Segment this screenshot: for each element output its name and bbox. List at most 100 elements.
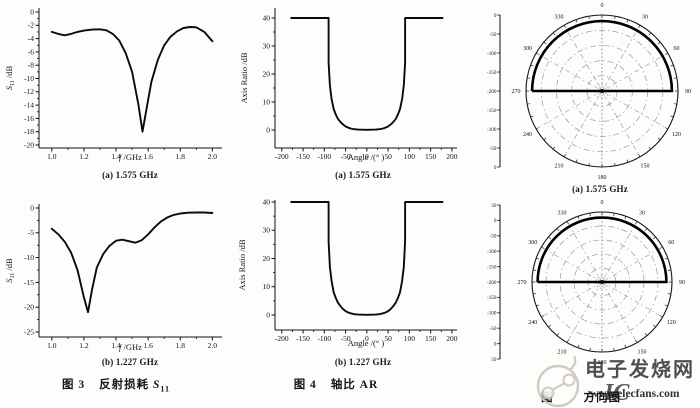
- y-tick-label: -15: [24, 278, 34, 287]
- x-tick-label: 200: [446, 152, 458, 161]
- angle-tick-label: 120: [672, 132, 681, 138]
- angle-tick-label: 150: [638, 349, 647, 355]
- y-tick-label: 0: [30, 203, 34, 212]
- plot-line: [290, 201, 444, 316]
- y-tick-label: 40: [263, 197, 271, 206]
- pattern-center-dot: [600, 280, 604, 284]
- radial-tick-label: -50: [490, 146, 497, 152]
- x-axis-label: f /GHz: [119, 152, 142, 162]
- x-tick-label: -50: [341, 334, 351, 343]
- radial-tick-label: -200: [487, 280, 497, 286]
- radial-tick-label: -150: [487, 264, 497, 270]
- radial-tick-label: 50: [491, 203, 497, 209]
- x-tick-label: 1.2: [79, 152, 89, 161]
- radiation-pattern: [530, 19, 674, 93]
- y-tick-label: -20: [24, 303, 34, 312]
- radial-tick-label: -100: [487, 249, 497, 255]
- figure3-symbol: S: [153, 379, 161, 391]
- x-tick-label: 100: [404, 334, 416, 343]
- angle-tick-label: 180: [598, 360, 607, 366]
- polar-grid: 0 30 60 90 120 150 180 210 240 270 300 330: [512, 3, 692, 181]
- radial-tick-label: -100: [487, 127, 497, 133]
- angle-tick-label: 0: [601, 200, 604, 206]
- y-tick-label: 30: [263, 41, 271, 50]
- angle-tick-label: 240: [528, 320, 537, 326]
- radial-tick-label: -100: [487, 51, 497, 57]
- figure3-subscript: 11: [160, 384, 170, 394]
- caption-s11-b: (b) 1.227 GHz: [101, 357, 159, 367]
- y-tick-label: -18: [24, 127, 34, 136]
- radial-tick-label: 0: [494, 165, 497, 171]
- x-tick-label: 2.0: [208, 152, 218, 161]
- y-tick-label: -20: [24, 140, 34, 149]
- x-tick-label: 50: [384, 334, 392, 343]
- y-tick-label: 20: [263, 69, 271, 78]
- x-tick-label: -150: [296, 152, 310, 161]
- x-tick-label: -50: [341, 152, 351, 161]
- radial-tick-label: -200: [487, 89, 497, 95]
- caption-s11-a: (a) 1.575 GHz: [102, 170, 158, 180]
- plot-line: [50, 26, 214, 133]
- y-tick-label: 10: [263, 97, 271, 106]
- x-tick-label: 1.8: [176, 341, 186, 350]
- x-tick-label: 0: [365, 152, 369, 161]
- x-tick-label: -100: [317, 152, 331, 161]
- y-tick-label: 0: [266, 310, 270, 319]
- polar-grid: 0 30 60 90 120 150 180 210 240 270 300 330: [518, 200, 686, 366]
- angle-tick-label: 90: [685, 89, 691, 95]
- angle-tick-label: 0: [601, 3, 604, 9]
- x-tick-label: 1.6: [143, 341, 153, 350]
- figure5-number: 图: [541, 392, 554, 404]
- y-tick-label: -10: [24, 74, 34, 83]
- radiation-pattern: [536, 216, 668, 284]
- angle-tick-label: 90: [679, 280, 685, 286]
- x-tick-label: 2.0: [208, 341, 218, 350]
- chart-s11-1575ghz: 0 -2 -4 -6 -8 -10 -12 -14 -16 -18 -20 1.0 1.2 1.4 1.6 1…: [4, 7, 222, 162]
- figure3-caption: 图 3 反射损耗 S11: [16, 376, 216, 393]
- radial-tick-label: -100: [487, 311, 497, 317]
- plot-line: [290, 17, 444, 131]
- x-tick-label: 1.4: [111, 341, 121, 350]
- x-tick-label: 1.2: [79, 341, 89, 350]
- y-tick-label: -14: [24, 101, 34, 110]
- y-axis-label: S11 /dB: [4, 258, 16, 283]
- y-tick-label: -2: [28, 21, 34, 30]
- x-tick-label: 150: [425, 152, 437, 161]
- y-tick-label: -5: [28, 228, 34, 237]
- axes: 0 -5 -10 -15 -20 -25 1.0 1.2 1.4 1.6 1.8 2.0 f /GHz S…: [4, 203, 222, 352]
- x-tick-label: -100: [317, 334, 331, 343]
- x-axis-label: f /GHz: [119, 342, 142, 352]
- radial-tick-label: 0: [494, 13, 497, 19]
- figure4-text: 轴比 AR: [330, 379, 379, 391]
- y-axis-label: Axis Ratio /dB: [237, 239, 247, 290]
- angle-tick-label: 180: [598, 175, 607, 181]
- x-axis-label: Angle /(° ): [348, 338, 385, 348]
- axes: 0 -2 -4 -6 -8 -10 -12 -14 -16 -18 -20 1.0 1.2 1.4 1.6 1…: [4, 7, 222, 162]
- y-tick-label: -4: [28, 34, 34, 43]
- angle-tick-label: 240: [523, 132, 532, 138]
- axes: 0 10 20 30 40 -200 -150 -100 -50 0 50 100 150 200 Angl…: [237, 197, 458, 348]
- figure5-caption: 图 方向图: [541, 389, 621, 405]
- chart-radiation-pattern-1575ghz: 0 30 60 90 120 150 180 210 240 270 300 330 0 -50 -100 -…: [487, 3, 692, 181]
- x-tick-label: 100: [404, 152, 416, 161]
- y-tick-label: 40: [263, 13, 271, 22]
- plot-line: [50, 211, 214, 314]
- radial-tick-label: -150: [487, 70, 497, 76]
- y-tick-label: -12: [24, 87, 34, 96]
- radial-tick-label: -50: [490, 234, 497, 240]
- y-tick-label: -25: [24, 327, 34, 336]
- x-tick-label: 1.6: [143, 152, 153, 161]
- y-axis-label: Axis Ratio /dB: [239, 52, 249, 103]
- x-tick-label: -200: [275, 334, 289, 343]
- y-tick-label: -8: [28, 61, 34, 70]
- y-tick-label: 10: [263, 282, 271, 291]
- angle-tick-label: 210: [558, 349, 567, 355]
- radial-tick-label: -50: [490, 326, 497, 332]
- x-tick-label: 0: [365, 334, 369, 343]
- angle-tick-label: 60: [673, 46, 679, 52]
- x-tick-label: -200: [275, 152, 289, 161]
- angle-tick-label: 330: [558, 211, 567, 217]
- x-tick-label: 1.0: [47, 341, 57, 350]
- x-tick-label: 1.4: [111, 152, 121, 161]
